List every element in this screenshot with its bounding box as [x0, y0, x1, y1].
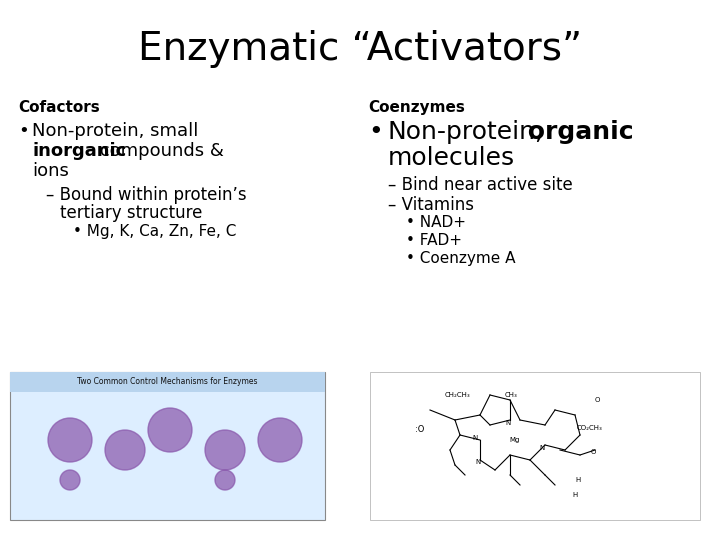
Text: • Mg, K, Ca, Zn, Fe, C: • Mg, K, Ca, Zn, Fe, C [73, 224, 236, 239]
Text: Two Common Control Mechanisms for Enzymes: Two Common Control Mechanisms for Enzyme… [77, 377, 257, 387]
Text: • FAD+: • FAD+ [406, 233, 462, 248]
Text: N: N [472, 435, 477, 441]
Circle shape [205, 430, 245, 470]
Circle shape [258, 418, 302, 462]
Text: Cofactors: Cofactors [18, 100, 100, 115]
Circle shape [60, 470, 80, 490]
Text: compounds &: compounds & [94, 142, 224, 160]
Bar [370, 372, 700, 520]
Text: – Vitamins: – Vitamins [388, 196, 474, 214]
Circle shape [215, 470, 235, 490]
Text: O: O [594, 397, 600, 403]
Text: N: N [505, 420, 510, 426]
Circle shape [148, 408, 192, 452]
Text: inorganic: inorganic [32, 142, 126, 160]
Text: tertiary structure: tertiary structure [60, 204, 202, 222]
Text: molecules: molecules [388, 146, 515, 170]
Bar [10, 372, 325, 520]
Text: CH₃: CH₃ [505, 392, 518, 398]
Text: H: H [572, 492, 577, 498]
Text: organic: organic [519, 120, 634, 144]
Text: • Coenzyme A: • Coenzyme A [406, 251, 516, 266]
Text: Mg: Mg [510, 437, 520, 443]
Text: Coenzymes: Coenzymes [368, 100, 465, 115]
Text: ions: ions [32, 162, 69, 180]
Circle shape [105, 430, 145, 470]
Text: – Bound within protein’s: – Bound within protein’s [46, 186, 247, 204]
Circle shape [48, 418, 92, 462]
Text: • NAD+: • NAD+ [406, 215, 466, 230]
Text: CH₂CH₃: CH₂CH₃ [445, 392, 471, 398]
Text: Enzymatic “Activators”: Enzymatic “Activators” [138, 30, 582, 68]
Text: H: H [575, 477, 580, 483]
Text: •: • [18, 122, 29, 140]
Text: – Bind near active site: – Bind near active site [388, 176, 572, 194]
Text: •: • [368, 120, 383, 144]
Text: N: N [539, 445, 544, 451]
Text: O: O [590, 449, 595, 455]
Text: Non-protein, small: Non-protein, small [32, 122, 199, 140]
Text: CO₂CH₃: CO₂CH₃ [577, 425, 603, 431]
Text: N: N [475, 459, 481, 465]
Bar [10, 372, 325, 392]
Text: :O: :O [415, 425, 424, 434]
Text: Non-protein,: Non-protein, [388, 120, 544, 144]
